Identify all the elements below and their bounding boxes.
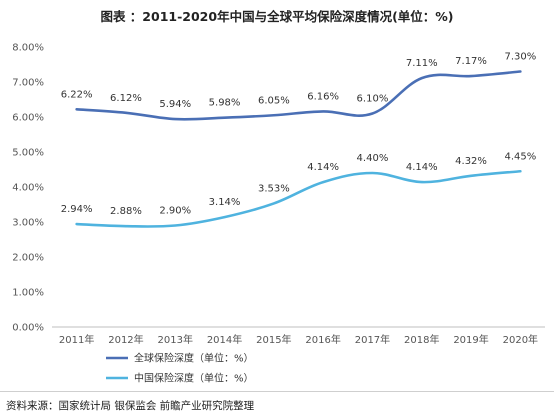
global-series-line <box>75 70 522 121</box>
axis-layer: 0.00% 1.00% 2.00% 3.00% 4.00% 5.00% 6.00% 7.00%… <box>12 43 545 346</box>
y-tick-label: 4.00% <box>12 183 44 194</box>
global-data-label: 7.30% <box>504 52 536 63</box>
x-tick-label: 2011年 <box>59 333 94 346</box>
china-data-label: 4.45% <box>504 151 536 162</box>
source-divider <box>0 391 554 392</box>
china-data-label: 2.88% <box>110 206 142 217</box>
y-tick-label: 5.00% <box>12 148 44 159</box>
chart-title: 图表 ：2011-2020年中国与全球平均保险深度情况(单位：%) <box>100 9 454 24</box>
y-tick-label: 6.00% <box>12 113 44 124</box>
series-layer <box>75 70 522 228</box>
y-tick-label: 7.00% <box>12 78 44 89</box>
china-data-label: 2.94% <box>61 204 93 215</box>
y-tick-label: 0.00% <box>12 323 44 334</box>
x-tick-label: 2017年 <box>355 333 390 346</box>
global-data-label: 6.05% <box>258 95 290 106</box>
china-data-label: 3.14% <box>209 197 241 208</box>
china-series-line <box>75 169 522 228</box>
global-data-label: 5.98% <box>209 98 241 109</box>
x-tick-label: 2015年 <box>256 333 291 346</box>
china-data-label: 4.32% <box>455 156 487 167</box>
y-tick-label: 1.00% <box>12 288 44 299</box>
legend-label-china: 中国保险深度（单位：%） <box>134 372 254 385</box>
x-tick-label: 2013年 <box>158 333 193 346</box>
global-data-label: 6.22% <box>61 89 93 100</box>
x-tick-label: 2018年 <box>404 333 439 346</box>
y-tick-label: 2.00% <box>12 253 44 264</box>
line-chart: 0.00% 1.00% 2.00% 3.00% 4.00% 5.00% 6.00% 7.00%… <box>12 43 545 385</box>
data-label-layer: 6.22% 6.12% 5.94% 5.98% 6.05% 6.16% 6.10% 7.11%… <box>61 52 536 218</box>
china-data-label: 4.14% <box>307 162 339 173</box>
x-tick-label: 2012年 <box>108 333 143 346</box>
china-data-label: 4.14% <box>406 162 438 173</box>
y-tick-label: 3.00% <box>12 218 44 229</box>
china-data-label: 2.90% <box>159 206 191 217</box>
global-data-label: 6.12% <box>110 93 142 104</box>
china-data-label: 3.53% <box>258 183 290 194</box>
global-data-label: 7.17% <box>455 56 487 67</box>
source-note: 资料来源：国家统计局 银保监会 前瞻产业研究院整理 <box>6 400 255 412</box>
global-data-label: 5.94% <box>159 99 191 110</box>
legend: 全球保险深度（单位：%） 中国保险深度（单位：%） <box>106 352 254 385</box>
legend-label-global: 全球保险深度（单位：%） <box>134 352 254 365</box>
x-tick-label: 2020年 <box>503 333 538 346</box>
global-data-label: 6.10% <box>357 94 389 105</box>
x-tick-label: 2019年 <box>453 333 488 346</box>
global-data-label: 7.11% <box>406 58 438 69</box>
y-tick-label: 8.00% <box>12 43 44 54</box>
x-tick-label: 2016年 <box>305 333 340 346</box>
x-tick-label: 2014年 <box>207 333 242 346</box>
global-data-label: 6.16% <box>307 91 339 102</box>
china-data-label: 4.40% <box>357 153 389 164</box>
